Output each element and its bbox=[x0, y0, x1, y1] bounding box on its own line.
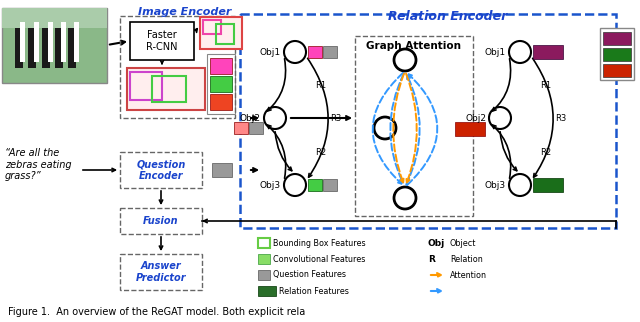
Bar bbox=[600, 28, 634, 80]
Text: Obj1: Obj1 bbox=[485, 48, 506, 56]
Bar bbox=[130, 22, 194, 60]
Text: Attention: Attention bbox=[450, 270, 487, 279]
Bar bbox=[20, 22, 25, 62]
Bar bbox=[48, 22, 53, 62]
Bar bbox=[258, 238, 270, 248]
Bar bbox=[323, 179, 337, 191]
Bar bbox=[68, 18, 76, 68]
Bar bbox=[210, 76, 232, 92]
Bar bbox=[120, 16, 235, 118]
Bar bbox=[355, 36, 473, 216]
Bar bbox=[249, 122, 263, 134]
Bar bbox=[258, 254, 270, 264]
Bar bbox=[28, 18, 36, 68]
Bar bbox=[34, 22, 39, 62]
Bar bbox=[212, 163, 232, 177]
Bar bbox=[533, 178, 563, 192]
Bar bbox=[120, 254, 202, 290]
Bar bbox=[308, 179, 322, 191]
Bar bbox=[234, 122, 248, 134]
Text: Obj2: Obj2 bbox=[240, 113, 261, 122]
Text: Relation Encoder: Relation Encoder bbox=[388, 10, 508, 23]
Bar bbox=[210, 58, 232, 74]
Bar bbox=[207, 54, 235, 114]
Text: Question
Encoder: Question Encoder bbox=[136, 159, 186, 181]
Text: Obj1: Obj1 bbox=[260, 48, 281, 56]
Bar bbox=[152, 76, 186, 102]
Bar bbox=[130, 72, 162, 100]
Circle shape bbox=[374, 117, 396, 139]
Bar bbox=[533, 45, 563, 59]
Bar bbox=[323, 46, 337, 58]
Text: R3: R3 bbox=[555, 113, 566, 122]
Text: Image Encoder: Image Encoder bbox=[138, 7, 232, 17]
Bar bbox=[127, 68, 205, 110]
Bar bbox=[603, 48, 631, 61]
Circle shape bbox=[284, 174, 306, 196]
Text: Faster
R-CNN: Faster R-CNN bbox=[147, 30, 178, 52]
Bar bbox=[203, 20, 221, 34]
Bar bbox=[2, 8, 107, 28]
Bar bbox=[258, 270, 270, 280]
Text: Graph Attention: Graph Attention bbox=[367, 41, 461, 51]
Bar bbox=[216, 24, 234, 44]
Bar bbox=[240, 14, 616, 228]
Text: Convolutional Features: Convolutional Features bbox=[273, 254, 365, 263]
Circle shape bbox=[489, 107, 511, 129]
Circle shape bbox=[284, 41, 306, 63]
Text: R2: R2 bbox=[315, 147, 326, 156]
Bar bbox=[2, 8, 107, 83]
Text: Obj3: Obj3 bbox=[260, 181, 281, 190]
Bar bbox=[74, 22, 79, 62]
Text: Fusion: Fusion bbox=[143, 216, 179, 226]
Bar bbox=[55, 18, 63, 68]
Bar bbox=[603, 32, 631, 45]
Text: Obj: Obj bbox=[428, 239, 445, 248]
Bar bbox=[61, 22, 66, 62]
Circle shape bbox=[264, 107, 286, 129]
Bar bbox=[258, 286, 276, 296]
Text: Question Features: Question Features bbox=[273, 270, 346, 279]
Circle shape bbox=[509, 41, 531, 63]
Bar bbox=[15, 18, 23, 68]
Text: R1: R1 bbox=[315, 80, 326, 90]
Text: Relation Features: Relation Features bbox=[279, 287, 349, 296]
Bar bbox=[120, 208, 202, 234]
Text: R: R bbox=[428, 254, 435, 263]
Bar bbox=[120, 152, 202, 188]
Text: R2: R2 bbox=[540, 147, 551, 156]
Bar bbox=[455, 122, 485, 136]
Text: Obj3: Obj3 bbox=[485, 181, 506, 190]
Text: R3: R3 bbox=[330, 113, 341, 122]
Text: Bounding Box Features: Bounding Box Features bbox=[273, 239, 365, 248]
Text: Relation: Relation bbox=[450, 254, 483, 263]
Circle shape bbox=[394, 49, 416, 71]
Bar bbox=[42, 18, 50, 68]
Bar bbox=[603, 64, 631, 77]
Text: Object: Object bbox=[450, 239, 476, 248]
Circle shape bbox=[509, 174, 531, 196]
Text: R1: R1 bbox=[540, 80, 551, 90]
Circle shape bbox=[394, 187, 416, 209]
Text: Answer
Predictor: Answer Predictor bbox=[136, 261, 186, 283]
Bar bbox=[308, 46, 322, 58]
Text: “Are all the
zebras eating
grass?”: “Are all the zebras eating grass?” bbox=[5, 148, 72, 181]
Bar bbox=[200, 17, 242, 49]
Text: Obj2: Obj2 bbox=[465, 113, 486, 122]
Text: Figure 1.  An overview of the ReGAT model. Both explicit rela: Figure 1. An overview of the ReGAT model… bbox=[8, 307, 305, 317]
Bar bbox=[210, 94, 232, 110]
